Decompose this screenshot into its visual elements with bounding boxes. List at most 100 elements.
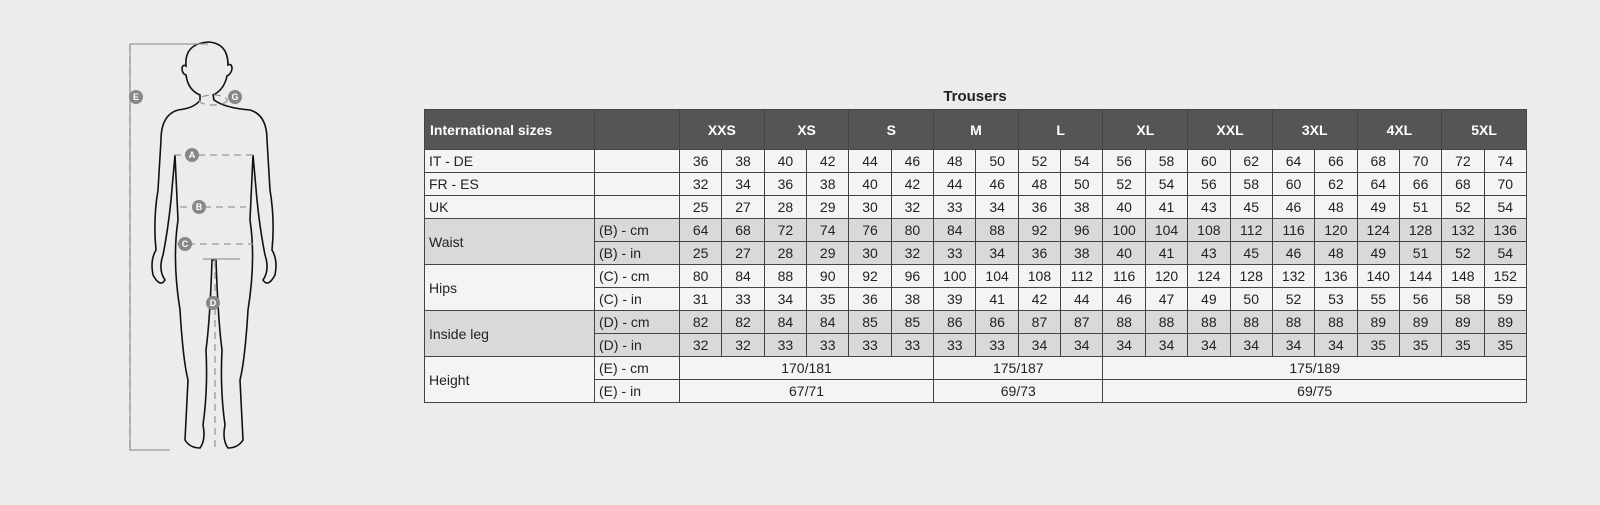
size-value: 34 xyxy=(721,172,765,196)
size-value: 68 xyxy=(1441,172,1485,196)
row-label: Height xyxy=(424,356,595,403)
size-value: 48 xyxy=(1314,241,1358,265)
size-value: 34 xyxy=(1102,333,1146,357)
size-value: 32 xyxy=(890,241,935,265)
size-value: 46 xyxy=(890,149,935,173)
size-value: 41 xyxy=(975,287,1019,311)
size-value: 40 xyxy=(1102,241,1146,265)
size-value: 152 xyxy=(1483,264,1527,288)
table-row: (E) - in 67/71 69/73 69/75 xyxy=(425,379,1527,403)
size-value: 86 xyxy=(975,310,1019,334)
size-value: 104 xyxy=(975,264,1019,288)
size-value: 132 xyxy=(1441,218,1485,242)
size-value: 29 xyxy=(806,195,850,219)
size-header-m: M xyxy=(933,109,1019,150)
size-value: 34 xyxy=(975,241,1019,265)
size-value: 88 xyxy=(1102,310,1146,334)
body-measurement-figure: A B C D E G xyxy=(129,41,277,452)
size-value: 112 xyxy=(1060,264,1104,288)
size-value: 104 xyxy=(1144,218,1189,242)
size-value: 34 xyxy=(763,287,808,311)
size-value: 30 xyxy=(848,195,892,219)
size-value: 48 xyxy=(1017,172,1062,196)
label-d-marker: D xyxy=(206,296,220,310)
label-c-marker: C xyxy=(178,237,192,251)
size-value: 46 xyxy=(975,172,1019,196)
height-range-value: 175/187 xyxy=(933,356,1104,380)
size-value: 53 xyxy=(1314,287,1358,311)
size-value: 89 xyxy=(1398,310,1443,334)
size-value: 144 xyxy=(1398,264,1443,288)
size-value: 88 xyxy=(1187,310,1231,334)
size-value: 60 xyxy=(1271,172,1316,196)
size-value: 33 xyxy=(975,333,1019,357)
size-value: 49 xyxy=(1356,241,1400,265)
height-range-value: 170/181 xyxy=(678,356,935,380)
size-value: 54 xyxy=(1483,241,1527,265)
size-value: 66 xyxy=(1398,172,1443,196)
size-value: 100 xyxy=(1102,218,1146,242)
size-value: 62 xyxy=(1314,172,1358,196)
size-value: 47 xyxy=(1144,287,1189,311)
size-value: 54 xyxy=(1144,172,1189,196)
size-value: 50 xyxy=(1060,172,1104,196)
size-value: 54 xyxy=(1483,195,1527,219)
unit-label xyxy=(594,195,680,219)
size-value: 50 xyxy=(1229,287,1273,311)
row-label: Hips xyxy=(424,264,595,311)
size-value: 48 xyxy=(1314,195,1358,219)
size-value: 51 xyxy=(1398,241,1443,265)
unit-label: (B) - cm xyxy=(594,218,680,242)
size-value: 140 xyxy=(1356,264,1400,288)
size-value: 116 xyxy=(1271,218,1316,242)
size-chart-table: International sizes XXS XS S M L XL XXL 3XL 4XL 5X… xyxy=(424,109,1527,403)
size-value: 49 xyxy=(1356,195,1400,219)
size-value: 62 xyxy=(1229,149,1273,173)
size-value: 124 xyxy=(1187,264,1231,288)
size-value: 31 xyxy=(678,287,723,311)
size-value: 112 xyxy=(1229,218,1273,242)
size-value: 88 xyxy=(1271,310,1316,334)
size-header-xs: XS xyxy=(763,109,850,150)
size-value: 50 xyxy=(975,149,1019,173)
size-value: 89 xyxy=(1441,310,1485,334)
unit-label xyxy=(594,172,680,196)
size-value: 58 xyxy=(1229,172,1273,196)
height-range-value: 175/189 xyxy=(1102,356,1527,380)
size-value: 120 xyxy=(1144,264,1189,288)
size-value: 34 xyxy=(1017,333,1062,357)
size-value: 35 xyxy=(806,287,850,311)
size-value: 40 xyxy=(1102,195,1146,219)
size-value: 33 xyxy=(933,241,977,265)
row-label: UK xyxy=(424,195,595,219)
size-value: 48 xyxy=(933,149,977,173)
size-value: 84 xyxy=(721,264,765,288)
height-range-value: 67/71 xyxy=(678,379,935,403)
size-value: 38 xyxy=(1060,241,1104,265)
size-value: 88 xyxy=(1144,310,1189,334)
size-value: 52 xyxy=(1441,195,1485,219)
size-value: 46 xyxy=(1102,287,1146,311)
size-value: 85 xyxy=(890,310,935,334)
size-value: 33 xyxy=(933,333,977,357)
row-label: IT - DE xyxy=(424,149,595,173)
size-value: 52 xyxy=(1441,241,1485,265)
size-value: 82 xyxy=(678,310,723,334)
size-value: 35 xyxy=(1441,333,1485,357)
table-row: Inside leg (D) - cm 82 82 84 84 85 85 86 86 87 87 88… xyxy=(424,310,1527,357)
size-value: 84 xyxy=(763,310,808,334)
size-value: 56 xyxy=(1102,149,1146,173)
size-value: 86 xyxy=(933,310,977,334)
size-value: 36 xyxy=(1017,241,1062,265)
size-value: 33 xyxy=(806,333,850,357)
size-value: 40 xyxy=(763,149,808,173)
size-value: 43 xyxy=(1187,195,1231,219)
size-value: 28 xyxy=(763,195,808,219)
size-value: 85 xyxy=(848,310,892,334)
size-value: 34 xyxy=(1144,333,1189,357)
size-value: 32 xyxy=(721,333,765,357)
table-row: (C) - in 31 33 34 35 36 38 39 41 42 44 46 47 49 50 52 53… xyxy=(425,287,1527,311)
size-value: 33 xyxy=(848,333,892,357)
size-value: 84 xyxy=(806,310,850,334)
size-value: 30 xyxy=(848,241,892,265)
